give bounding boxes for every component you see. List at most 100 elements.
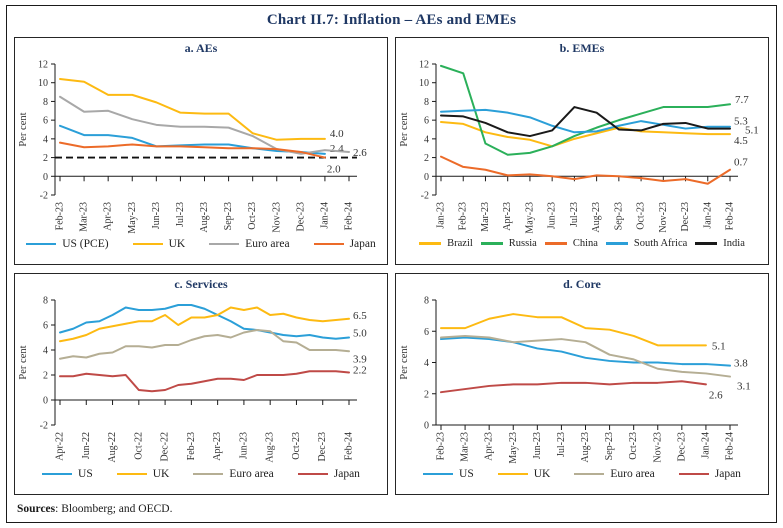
services-legend: US UK Euro area Japan: [15, 468, 387, 480]
legend-item-russia: Russia: [480, 238, 537, 249]
legend-item-india: India: [695, 238, 745, 249]
legend-item-uk: UK: [116, 468, 169, 480]
legend-item-japan: Japan: [297, 468, 360, 480]
series-line-uk: [440, 313, 707, 347]
legend-swatch-brazil: [419, 242, 442, 245]
x-tick-label: Dec-23: [295, 202, 306, 231]
x-tick-label: Sep-23: [604, 432, 615, 460]
legend-item-us: US: [42, 468, 93, 480]
x-tick-label: Apr-23: [484, 432, 495, 461]
legend-label: US: [78, 468, 93, 480]
panel-a-aes: a. AEs -2 0 2 4 6 8 10 12 Per cent Feb-23 Mar-23 Ap…: [14, 37, 388, 265]
legend-swatch-us-pce: [26, 242, 57, 246]
series-end-label-china: 0.7: [734, 157, 748, 169]
y-tick-label: -2: [421, 191, 429, 202]
legend-swatch-euro-area: [574, 472, 605, 476]
x-tick-label: Feb-23: [55, 202, 66, 230]
legend-item-china: China: [544, 238, 598, 249]
panel-c-services: c. Services -2 0 2 4 6 8 Per cent Apr-22 Jun-22 A…: [14, 273, 388, 495]
series-line-brazil: [440, 121, 731, 148]
series-line-euro-area: [59, 329, 350, 360]
x-tick-label: Oct-23: [636, 202, 647, 230]
legend-item-japan: Japan: [313, 238, 376, 250]
x-tick-label: Aug-23: [265, 432, 276, 463]
legend-item-uk: UK: [132, 238, 185, 250]
y-tick-label: 12: [419, 60, 429, 71]
emes-line-chart: -2 0 2 4 6 8 10 12 Per cent Jan-23 Feb-23 Mar-23 Apr…: [399, 60, 759, 234]
x-tick-label: Mar-23: [480, 202, 491, 232]
x-tick-label: Dec-23: [676, 432, 687, 461]
legend-label: Euro area: [610, 468, 655, 480]
legend-swatch-russia: [480, 242, 503, 245]
x-tick-label: Jun-22: [81, 432, 92, 459]
legend-item-euro-area: Euro area: [574, 468, 655, 480]
y-tick-label: 6: [43, 116, 48, 127]
x-tick-label: Oct-23: [247, 202, 258, 230]
services-line-chart: -2 0 2 4 6 8 Per cent Apr-22 Jun-22 Aug-22 Oct-22 D…: [18, 296, 367, 463]
x-tick-label: Sep-23: [223, 202, 234, 230]
legend-label: US (PCE): [62, 238, 109, 250]
x-tick-label: Aug-23: [199, 202, 210, 233]
x-tick-label: Jul-23: [569, 202, 580, 227]
series-end-label-uk: 6.5: [353, 310, 367, 322]
legend-swatch-south-africa: [605, 242, 628, 245]
x-tick-label: Jul-23: [556, 432, 567, 457]
y-axis-title: Per cent: [399, 345, 410, 379]
y-tick-label: 0: [424, 421, 429, 432]
y-axis: -2 0 2 4 6 8: [40, 296, 56, 432]
x-tick-label: Feb-24: [344, 202, 355, 230]
legend-label: China: [572, 238, 598, 249]
series-line-japan: [59, 370, 350, 393]
x-tick-label: Mar-23: [79, 202, 90, 232]
y-tick-label: 4: [43, 346, 48, 357]
legend-item-japan: Japan: [678, 468, 741, 480]
x-tick-label: Jul-23: [175, 202, 186, 227]
emes-legend: Brazil Russia China South Africa India: [396, 238, 768, 249]
legend-label: Japan: [349, 238, 376, 250]
x-tick-label: Jun-23: [151, 202, 162, 229]
core-line-chart: 0 2 4 6 8 Per cent Feb-23 Mar-23 Apr-23 May-23 Jun…: [399, 296, 751, 464]
figure-title: Chart II.7: Inflation – AEs and EMEs: [266, 12, 517, 28]
series-end-label-us: 3.8: [734, 358, 748, 370]
x-tick-label: Feb-23: [436, 432, 447, 460]
x-tick-label: Feb-24: [725, 432, 736, 460]
series-line-china: [440, 155, 731, 185]
y-tick-label: 2: [43, 153, 48, 164]
legend-swatch-uk: [497, 472, 528, 476]
legend-swatch-euro-area: [209, 242, 240, 246]
series-line-euro-area: [440, 334, 731, 378]
y-tick-label: 8: [43, 97, 48, 108]
series-line-uk: [59, 77, 326, 141]
x-axis: Apr-22 Jun-22 Aug-22 Oct-22 Dec-22 Feb-23 Apr-…: [55, 399, 357, 463]
x-tick-label: Jun-23: [547, 202, 558, 229]
y-axis: 0 2 4 6 8: [424, 296, 437, 432]
y-tick-label: 2: [424, 389, 429, 400]
x-tick-label: Dec-23: [680, 202, 691, 231]
x-tick-label: Mar-23: [460, 432, 471, 462]
y-tick-label: 12: [38, 60, 48, 71]
series-line-japan: [59, 141, 326, 159]
panel-c-title: c. Services: [174, 277, 228, 291]
y-axis: -2 0 2 4 6 8 10 12: [38, 60, 56, 202]
x-tick-label: Oct-23: [628, 432, 639, 460]
y-tick-label: 4: [43, 134, 48, 145]
series-end-label-south-africa: 5.3: [734, 116, 748, 128]
legend-label: Euro area: [245, 238, 290, 250]
legend-label: South Africa: [633, 238, 688, 249]
y-tick-label: 10: [419, 78, 429, 89]
series-end-label-japan: 2.2: [353, 365, 367, 377]
y-tick-label: 4: [424, 358, 429, 369]
x-tick-label: Dec-23: [317, 432, 328, 461]
series-line-india: [440, 106, 731, 138]
x-tick-label: Jan-24: [319, 202, 330, 229]
x-tick-label: Feb-23: [458, 202, 469, 230]
panel-d-core: d. Core 0 2 4 6 8 Per cent Feb-23 Mar-23 Apr-23 M…: [395, 273, 769, 495]
legend-item-brazil: Brazil: [419, 238, 473, 249]
legend-label: US: [459, 468, 474, 480]
legend-swatch-india: [695, 242, 718, 245]
y-axis-title: Per cent: [399, 112, 410, 146]
x-tick-label: May-23: [508, 432, 519, 464]
x-tick-label: Nov-23: [658, 202, 669, 233]
panel-d-title: d. Core: [563, 277, 601, 291]
legend-item-euro-area: Euro area: [209, 238, 290, 250]
